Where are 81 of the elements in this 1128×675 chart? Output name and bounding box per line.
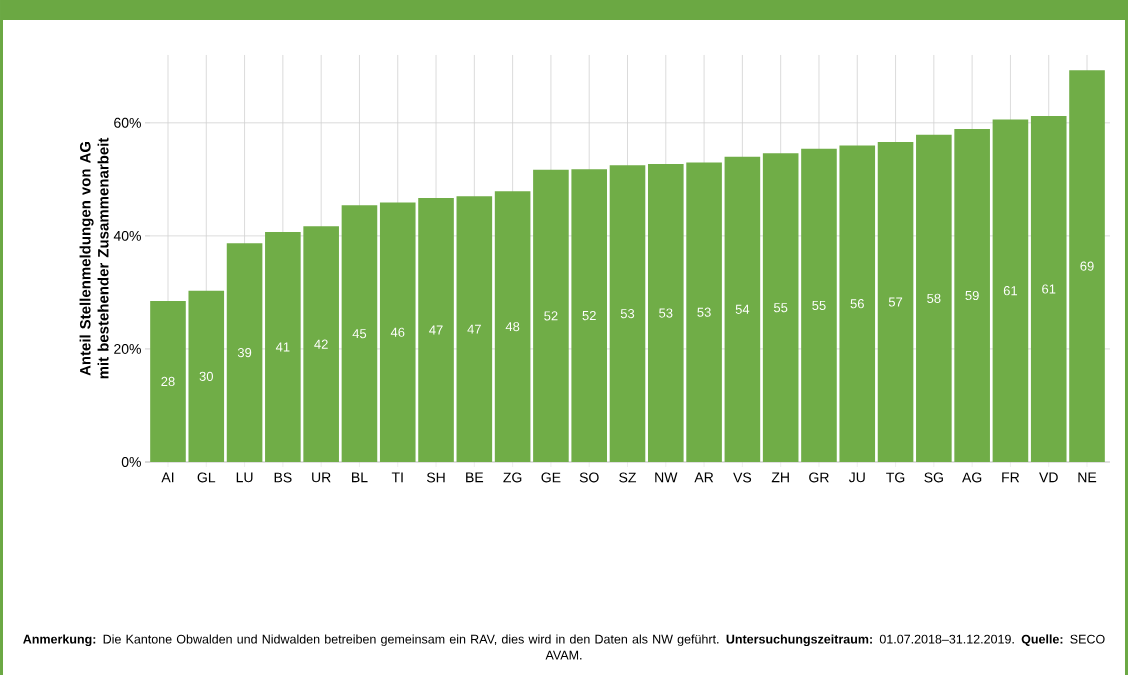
bar	[494, 191, 531, 462]
bar	[801, 148, 837, 462]
y-tick-label: 20%	[114, 343, 141, 354]
data-label: 28	[161, 376, 175, 387]
x-tick-label: AG	[962, 472, 982, 483]
x-tick-label: SH	[426, 472, 445, 483]
y-tick-label: 0%	[121, 457, 141, 467]
data-label: 54	[735, 304, 750, 314]
data-label: 41	[275, 342, 290, 352]
data-label: 53	[659, 308, 673, 318]
x-tick-label: LU	[236, 472, 253, 483]
data-label: 53	[620, 309, 635, 319]
data-label: 47	[467, 324, 481, 334]
text: Anmerkung: Die Kantone Obwalden und Nidwalden betreiben gemeinsam ein RAV, dies wird in den Daten als NW geführt. Untersuchungszeitraum: 01.07.2018–31.12.2019. Quelle: SECO AVAM.	[23, 634, 1105, 660]
x-tick-label: BL	[352, 472, 368, 483]
data-label: 59	[965, 290, 979, 301]
data-label: 55	[773, 303, 788, 313]
data-label: 52	[544, 311, 558, 321]
y-axis-title: Anteil Stellenmeldungen von AG mit bestehender Zusammenarbeit	[79, 137, 109, 379]
x-tick-label: FR	[1002, 472, 1020, 483]
bar	[839, 145, 876, 462]
x-tick-label: UR	[312, 472, 331, 483]
x-tick-label: GE	[541, 472, 561, 483]
bar	[341, 205, 378, 462]
x-tick-label: NW	[655, 472, 678, 483]
bar	[762, 153, 799, 462]
x-tick-label: VD	[1039, 472, 1058, 483]
data-label: 42	[314, 339, 328, 349]
x-tick-label: TI	[391, 472, 403, 483]
x-tick-label: ZG	[503, 472, 522, 483]
bar	[916, 134, 952, 462]
x-tick-label: VS	[733, 472, 752, 483]
data-label: 58	[927, 293, 941, 303]
x-tick-label: BE	[466, 472, 484, 483]
data-label: 61	[1042, 284, 1056, 294]
y-tick-label: 60%	[114, 117, 141, 128]
bar	[647, 164, 684, 462]
bar	[226, 243, 263, 462]
bar	[533, 169, 569, 462]
x-tick-label: GL	[197, 472, 216, 483]
data-label: 46	[390, 327, 405, 337]
bar	[150, 300, 186, 462]
bar	[379, 202, 416, 462]
x-tick-label: SO	[579, 472, 599, 483]
bar	[1030, 116, 1067, 462]
bar	[1069, 70, 1105, 462]
bar	[571, 169, 608, 462]
data-label: 39	[237, 348, 252, 358]
bar	[188, 290, 225, 462]
x-tick-label: ZH	[771, 472, 789, 483]
data-label: 55	[812, 300, 826, 310]
bar	[418, 198, 454, 462]
bar	[954, 129, 990, 462]
x-tick-label: SZ	[619, 472, 637, 483]
bar	[877, 142, 914, 462]
data-label: 53	[697, 307, 711, 317]
data-label: 52	[582, 310, 596, 321]
data-label: 30	[199, 371, 213, 381]
data-label: 48	[505, 322, 520, 332]
x-tick-label: NE	[1078, 472, 1097, 483]
bar	[265, 231, 301, 462]
x-tick-label: SG	[924, 472, 943, 483]
x-tick-label: GR	[809, 472, 829, 483]
bar	[992, 119, 1029, 462]
bar	[686, 162, 722, 462]
bar	[456, 196, 493, 462]
data-label: 45	[352, 329, 367, 339]
data-label: 61	[1003, 286, 1018, 296]
bar	[303, 226, 339, 462]
x-tick-label: AI	[161, 472, 174, 483]
x-tick-label: JU	[848, 472, 865, 483]
x-tick-label: AR	[694, 472, 714, 483]
data-label: 57	[888, 297, 903, 307]
data-label: 69	[1080, 261, 1094, 271]
bar	[609, 165, 646, 462]
x-tick-label: BS	[274, 472, 292, 483]
x-tick-label: TG	[886, 472, 905, 483]
data-label: 56	[850, 299, 864, 309]
data-label: 47	[429, 325, 443, 335]
bar	[724, 156, 761, 462]
y-tick-label: 40%	[113, 230, 141, 241]
